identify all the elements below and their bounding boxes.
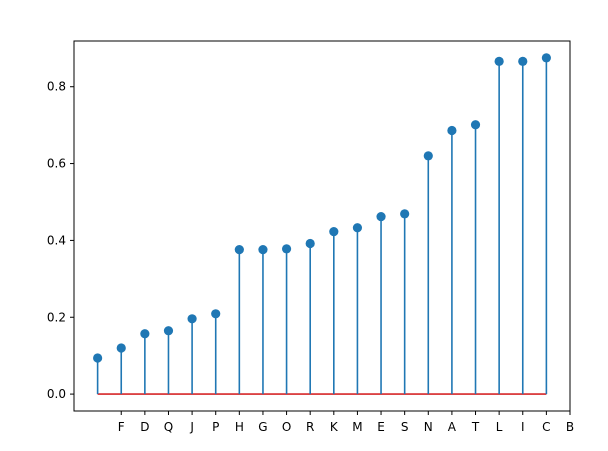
y-tick-label: 0.8 xyxy=(47,80,66,94)
x-tick-label: A xyxy=(448,420,457,434)
x-tick-label: P xyxy=(212,420,219,434)
stem-marker xyxy=(211,309,221,319)
x-tick-label: H xyxy=(235,420,244,434)
stem-marker xyxy=(258,245,268,255)
x-tick-label: I xyxy=(521,420,525,434)
y-axis: 0.0 0.2 0.4 0.6 0.8 xyxy=(47,80,74,401)
y-tick-label: 0.4 xyxy=(47,233,66,247)
x-tick-label: F xyxy=(118,420,125,434)
stems-layer xyxy=(96,57,548,395)
x-tick-label: E xyxy=(377,420,385,434)
stem-marker xyxy=(187,314,197,324)
x-tick-label: C xyxy=(542,420,550,434)
x-tick-label: T xyxy=(471,420,480,434)
x-tick-label: J xyxy=(189,420,194,434)
stem-marker xyxy=(447,125,457,136)
stem-marker xyxy=(93,353,103,363)
x-tick-label: O xyxy=(282,420,291,434)
stem-marker xyxy=(423,151,433,161)
markers-layer xyxy=(93,53,551,363)
stem-marker xyxy=(329,226,339,237)
stem-marker xyxy=(494,56,504,66)
stem-marker xyxy=(376,211,386,222)
x-tick-label: N xyxy=(424,420,433,434)
x-tick-label: Q xyxy=(164,420,173,434)
x-tick-label: K xyxy=(330,420,339,434)
stem-marker xyxy=(116,343,126,353)
stem-marker xyxy=(352,223,363,233)
stem-marker xyxy=(518,56,528,66)
stem-marker xyxy=(163,326,174,336)
x-tick-label: B xyxy=(566,420,574,434)
stem-marker xyxy=(305,238,315,249)
stem-marker xyxy=(470,120,481,130)
x-tick-label: M xyxy=(352,420,362,434)
y-tick-label: 0.0 xyxy=(47,387,66,401)
plot-frame xyxy=(73,40,571,412)
stem-marker xyxy=(541,53,551,63)
x-tick-label: R xyxy=(306,420,314,434)
stem-marker xyxy=(140,329,150,339)
stem-marker xyxy=(281,244,292,254)
y-tick-label: 0.6 xyxy=(47,157,66,171)
x-tick-label: L xyxy=(496,420,503,434)
x-tick-label: D xyxy=(140,420,149,434)
stem-marker xyxy=(234,245,244,255)
stem-marker xyxy=(400,209,410,219)
x-tick-label: S xyxy=(401,420,409,434)
x-tick-label: G xyxy=(258,420,267,434)
y-tick-label: 0.2 xyxy=(47,310,66,324)
